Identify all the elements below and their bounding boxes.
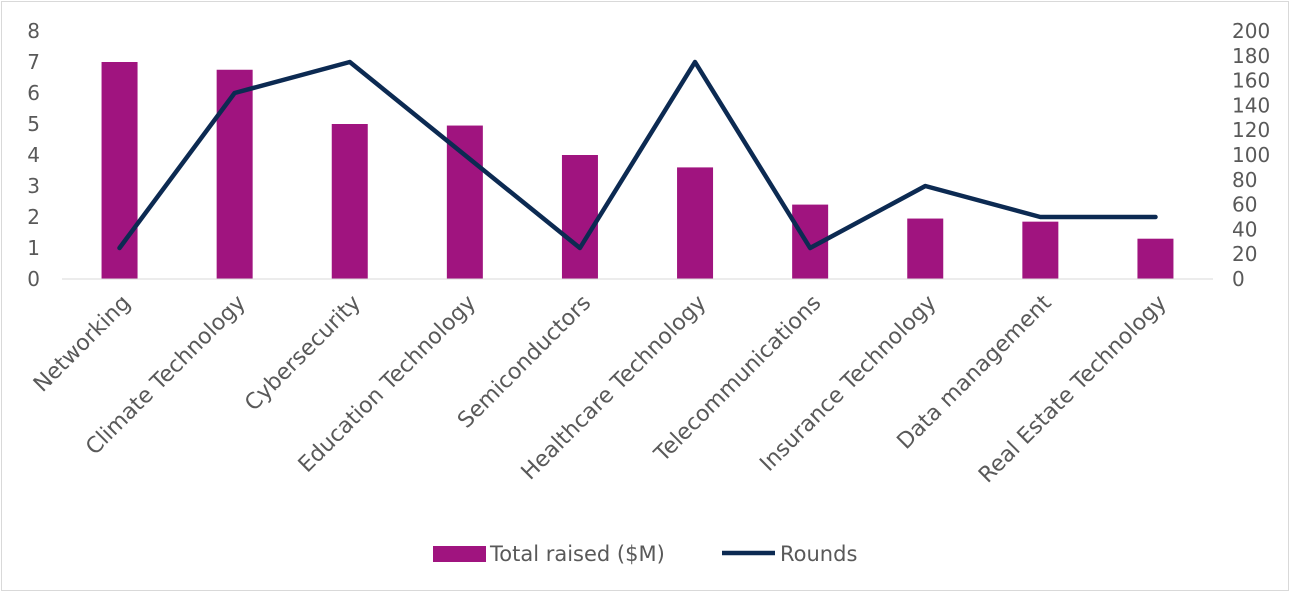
bar [1022,221,1059,279]
legend: Total raised ($M) Rounds [433,542,857,566]
legend-swatch-total-raised [433,546,486,562]
y-left-tick-label: 0 [27,267,40,291]
legend-label-total-raised: Total raised ($M) [489,542,665,566]
y-right-tick-label: 80 [1232,168,1257,192]
y-left-tick-label: 6 [27,81,40,105]
bar [331,124,368,279]
x-tick-label: Networking [29,291,136,398]
y-right-tick-label: 200 [1232,19,1270,43]
y-right-tick-label: 0 [1232,267,1245,291]
y-left-tick-label: 2 [27,205,40,229]
bar [907,218,944,279]
bar [216,69,253,279]
y-right-tick-label: 160 [1232,69,1270,93]
bar-series [101,62,1174,279]
bar [677,167,714,279]
x-tick-label: Cybersecurity [240,291,366,417]
rounds-line [117,59,1158,251]
y-left-tick-label: 8 [27,19,40,43]
bar [446,125,483,279]
y-right-tick-label: 60 [1232,193,1257,217]
y-right-tick-label: 20 [1232,242,1257,266]
legend-label-rounds: Rounds [780,542,857,566]
bar [561,155,598,279]
y-left-tick-label: 7 [27,50,40,74]
y-right-tick-label: 180 [1232,44,1270,68]
y-right-tick-label: 40 [1232,217,1257,241]
y-left-tick-label: 3 [27,174,40,198]
y-left-tick-label: 5 [27,112,40,136]
line-series [117,59,1158,251]
y-left-tick-label: 1 [27,236,40,260]
bar [1137,238,1174,279]
y-left-axis: 0 1 2 3 4 5 6 7 8 [27,19,40,291]
y-left-tick-label: 4 [27,143,40,167]
y-right-tick-label: 100 [1232,143,1270,167]
x-tick-label: Real Estate Technology [974,291,1171,488]
y-right-tick-label: 140 [1232,93,1270,117]
bar [101,62,138,279]
y-right-tick-label: 120 [1232,118,1270,142]
x-tick-label: Healthcare Technology [517,291,712,486]
